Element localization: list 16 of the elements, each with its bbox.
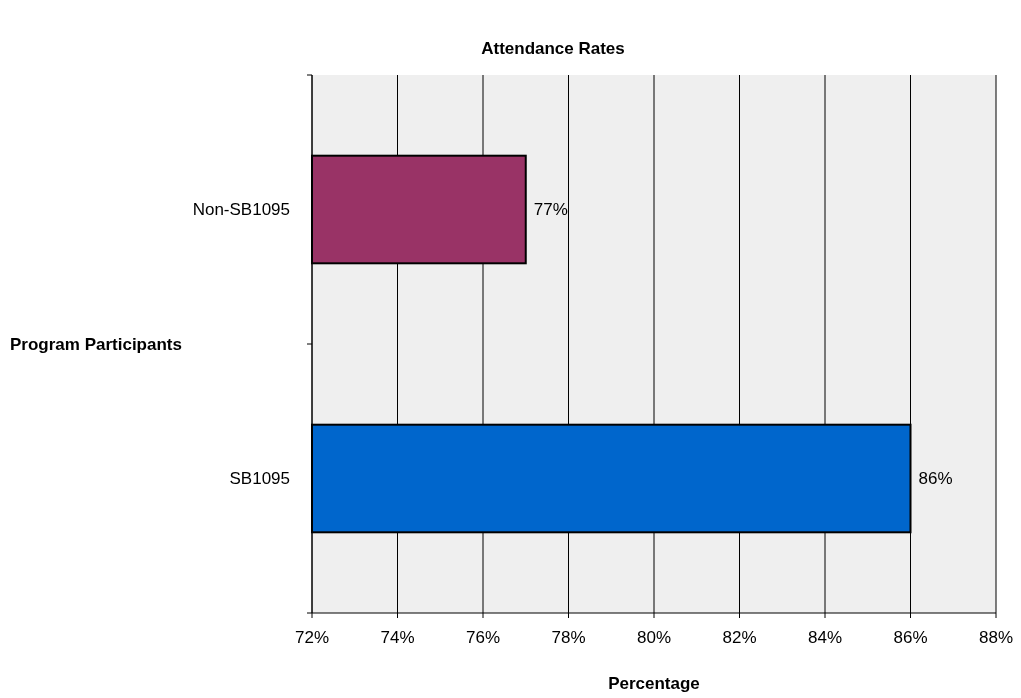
x-tick-label: 78%: [551, 628, 586, 647]
y-tick-label: Non-SB1095: [192, 200, 290, 220]
x-tick-label: 76%: [465, 628, 501, 647]
y-axis-title: Program Participants: [10, 334, 182, 354]
x-axis-title: Percentage: [608, 674, 700, 693]
x-tick-label: 86%: [893, 628, 928, 647]
y-tick-label: SB1095: [229, 469, 290, 489]
x-tick-label: 82%: [722, 628, 757, 647]
data-label: 86%: [918, 469, 953, 489]
x-tick-label: 80%: [636, 628, 672, 647]
x-tick-label: 88%: [978, 628, 1014, 647]
chart-title: Attendance Rates: [481, 39, 625, 58]
data-label: 77%: [533, 200, 568, 220]
x-tick-label: 72%: [294, 628, 330, 647]
x-tick-label: 74%: [380, 628, 415, 647]
x-tick-label: 84%: [807, 628, 843, 647]
